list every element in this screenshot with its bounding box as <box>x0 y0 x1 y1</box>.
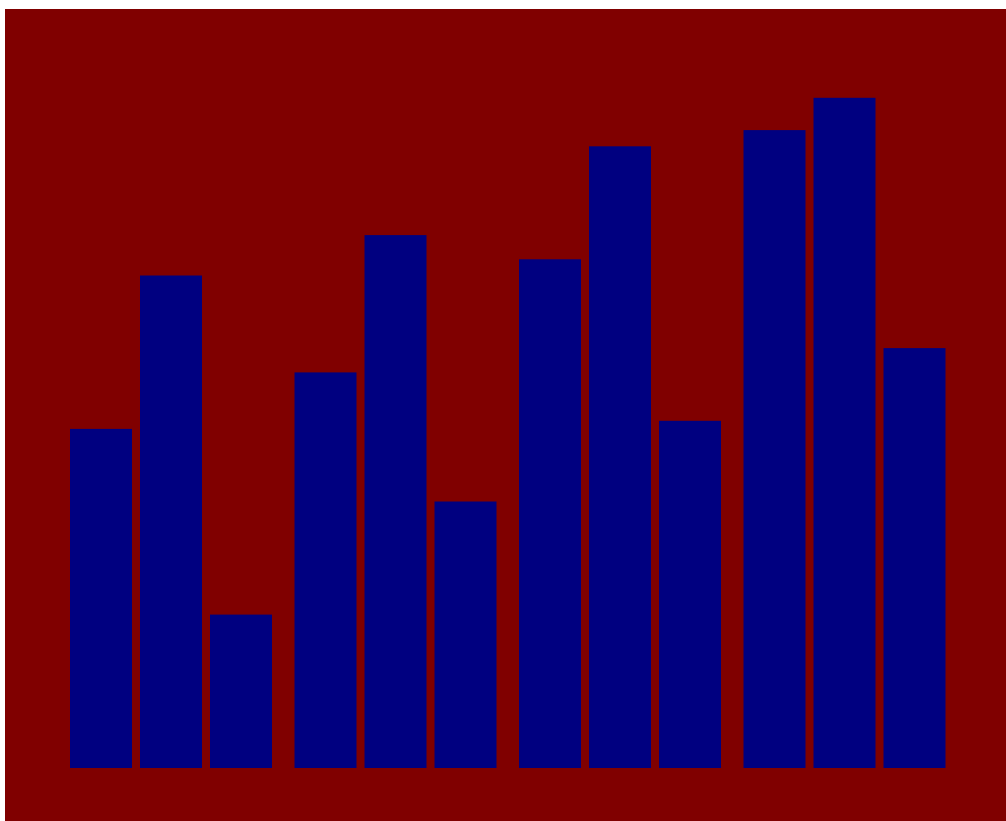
bar-10 <box>743 130 806 769</box>
bar-3 <box>210 614 272 768</box>
bar-12 <box>883 348 946 768</box>
bar-1 <box>70 428 132 768</box>
bar-5 <box>364 235 427 769</box>
bar-6 <box>434 501 497 768</box>
bar-9 <box>659 420 721 768</box>
bar-4 <box>294 372 357 768</box>
bars-layer <box>70 97 946 769</box>
bar-7 <box>519 259 581 768</box>
bar-2 <box>140 275 202 768</box>
bar-8 <box>589 146 651 769</box>
bar-chart <box>5 9 1006 821</box>
chart-panel <box>5 9 1006 821</box>
bar-11 <box>813 97 876 769</box>
